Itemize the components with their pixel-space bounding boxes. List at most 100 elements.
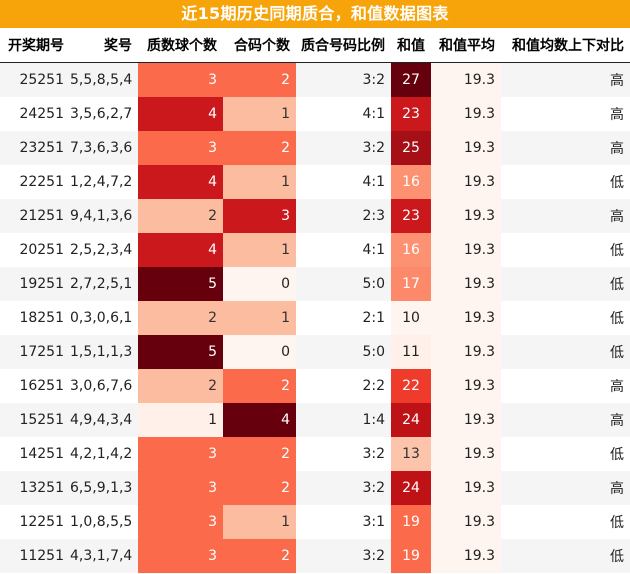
- table-row: 15251 4,9,4,3,4 1 4 1:4 24 19.3 高: [0, 403, 630, 437]
- cell-comparison: 高: [501, 199, 630, 233]
- cell-ratio: 4:1: [296, 165, 391, 199]
- cell-numbers: 1,5,1,1,3: [70, 335, 138, 369]
- cell-composite-count: 1: [223, 505, 296, 539]
- cell-comparison: 低: [501, 233, 630, 267]
- cell-composite-count: 2: [223, 62, 296, 97]
- table-row: 23251 7,3,6,3,6 3 2 3:2 25 19.3 高: [0, 131, 630, 165]
- table-row: 14251 4,2,1,4,2 3 2 3:2 13 19.3 低: [0, 437, 630, 471]
- cell-ratio: 2:3: [296, 199, 391, 233]
- cell-numbers: 1,2,4,7,2: [70, 165, 138, 199]
- cell-numbers: 4,9,4,3,4: [70, 403, 138, 437]
- cell-sum: 16: [391, 165, 431, 199]
- header-comparison: 和值均数上下对比: [501, 28, 630, 63]
- cell-issue: 16251: [0, 369, 70, 403]
- cell-comparison: 高: [501, 97, 630, 131]
- cell-ratio: 5:0: [296, 335, 391, 369]
- cell-composite-count: 1: [223, 165, 296, 199]
- cell-comparison: 低: [501, 539, 630, 573]
- cell-prime-count: 4: [138, 97, 223, 131]
- cell-sum: 19: [391, 505, 431, 539]
- cell-comparison: 高: [501, 62, 630, 97]
- cell-numbers: 2,5,2,3,4: [70, 233, 138, 267]
- cell-ratio: 4:1: [296, 97, 391, 131]
- table-row: 11251 4,3,1,7,4 3 2 3:2 19 19.3 低: [0, 539, 630, 573]
- cell-ratio: 5:0: [296, 267, 391, 301]
- cell-issue: 25251: [0, 62, 70, 97]
- cell-numbers: 3,5,6,2,7: [70, 97, 138, 131]
- cell-ratio: 2:2: [296, 369, 391, 403]
- cell-sum-average: 19.3: [431, 539, 501, 573]
- cell-sum-average: 19.3: [431, 233, 501, 267]
- cell-sum-average: 19.3: [431, 131, 501, 165]
- cell-issue: 14251: [0, 437, 70, 471]
- cell-prime-count: 2: [138, 199, 223, 233]
- cell-issue: 24251: [0, 97, 70, 131]
- cell-sum: 23: [391, 97, 431, 131]
- cell-numbers: 0,3,0,6,1: [70, 301, 138, 335]
- cell-prime-count: 3: [138, 437, 223, 471]
- cell-sum-average: 19.3: [431, 335, 501, 369]
- cell-prime-count: 3: [138, 539, 223, 573]
- cell-numbers: 4,3,1,7,4: [70, 539, 138, 573]
- cell-comparison: 高: [501, 131, 630, 165]
- cell-comparison: 高: [501, 369, 630, 403]
- cell-prime-count: 1: [138, 403, 223, 437]
- cell-numbers: 3,0,6,7,6: [70, 369, 138, 403]
- cell-comparison: 低: [501, 335, 630, 369]
- table-row: 17251 1,5,1,1,3 5 0 5:0 11 19.3 低: [0, 335, 630, 369]
- cell-sum: 27: [391, 62, 431, 97]
- cell-prime-count: 3: [138, 505, 223, 539]
- cell-composite-count: 1: [223, 301, 296, 335]
- header-row: 开奖期号 奖号 质数球个数 合码个数 质合号码比例 和值 和值平均 和值均数上下…: [0, 28, 630, 63]
- cell-sum: 25: [391, 131, 431, 165]
- cell-numbers: 2,7,2,5,1: [70, 267, 138, 301]
- cell-numbers: 4,2,1,4,2: [70, 437, 138, 471]
- cell-issue: 18251: [0, 301, 70, 335]
- table-row: 25251 5,5,8,5,4 3 2 3:2 27 19.3 高: [0, 62, 630, 97]
- cell-composite-count: 2: [223, 131, 296, 165]
- cell-sum: 23: [391, 199, 431, 233]
- cell-issue: 17251: [0, 335, 70, 369]
- cell-ratio: 2:1: [296, 301, 391, 335]
- cell-sum: 19: [391, 539, 431, 573]
- cell-issue: 15251: [0, 403, 70, 437]
- cell-ratio: 3:1: [296, 505, 391, 539]
- cell-ratio: 1:4: [296, 403, 391, 437]
- cell-numbers: 9,4,1,3,6: [70, 199, 138, 233]
- cell-composite-count: 2: [223, 539, 296, 573]
- cell-issue: 21251: [0, 199, 70, 233]
- cell-comparison: 低: [501, 505, 630, 539]
- table-row: 21251 9,4,1,3,6 2 3 2:3 23 19.3 高: [0, 199, 630, 233]
- table-row: 13251 6,5,9,1,3 3 2 3:2 24 19.3 高: [0, 471, 630, 505]
- cell-sum: 16: [391, 233, 431, 267]
- cell-comparison: 低: [501, 165, 630, 199]
- data-table: 开奖期号 奖号 质数球个数 合码个数 质合号码比例 和值 和值平均 和值均数上下…: [0, 28, 630, 573]
- cell-prime-count: 5: [138, 267, 223, 301]
- table-row: 24251 3,5,6,2,7 4 1 4:1 23 19.3 高: [0, 97, 630, 131]
- cell-sum-average: 19.3: [431, 471, 501, 505]
- cell-prime-count: 3: [138, 471, 223, 505]
- cell-sum: 24: [391, 403, 431, 437]
- cell-issue: 12251: [0, 505, 70, 539]
- header-sum-average: 和值平均: [431, 28, 501, 63]
- cell-sum-average: 19.3: [431, 62, 501, 97]
- cell-sum-average: 19.3: [431, 301, 501, 335]
- header-prime-count: 质数球个数: [138, 28, 223, 63]
- cell-sum: 22: [391, 369, 431, 403]
- cell-sum-average: 19.3: [431, 165, 501, 199]
- table-row: 18251 0,3,0,6,1 2 1 2:1 10 19.3 低: [0, 301, 630, 335]
- cell-prime-count: 5: [138, 335, 223, 369]
- cell-sum-average: 19.3: [431, 437, 501, 471]
- cell-composite-count: 2: [223, 369, 296, 403]
- cell-numbers: 5,5,8,5,4: [70, 62, 138, 97]
- cell-composite-count: 1: [223, 97, 296, 131]
- cell-sum: 11: [391, 335, 431, 369]
- cell-comparison: 低: [501, 267, 630, 301]
- table-row: 19251 2,7,2,5,1 5 0 5:0 17 19.3 低: [0, 267, 630, 301]
- cell-ratio: 3:2: [296, 437, 391, 471]
- cell-sum: 10: [391, 301, 431, 335]
- cell-prime-count: 4: [138, 165, 223, 199]
- header-composite-count: 合码个数: [223, 28, 296, 63]
- cell-issue: 23251: [0, 131, 70, 165]
